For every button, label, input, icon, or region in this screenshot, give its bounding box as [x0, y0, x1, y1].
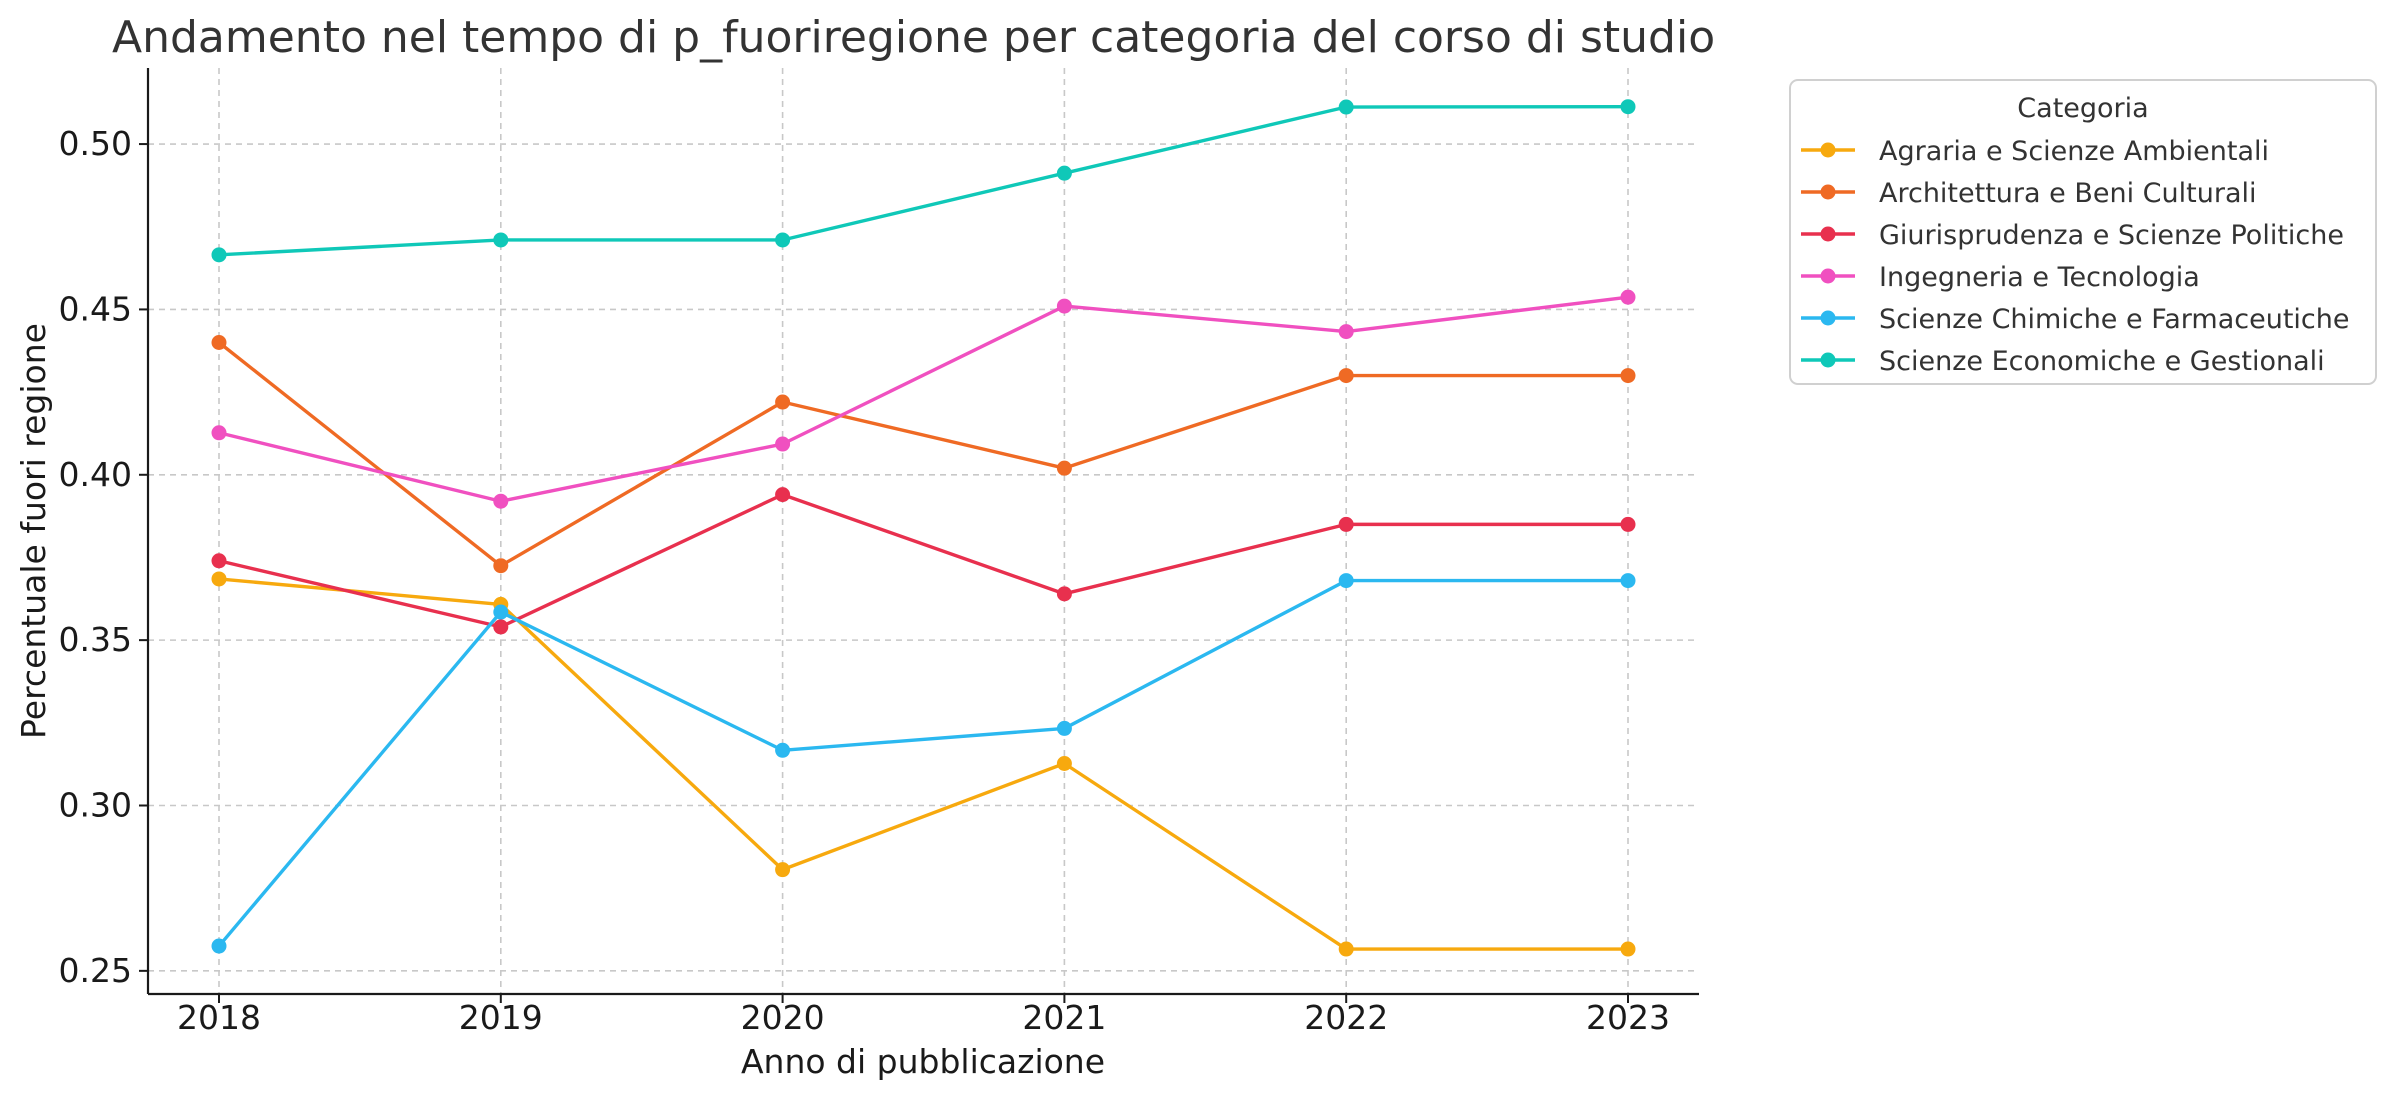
- x-tick-label: 2021: [1022, 998, 1106, 1037]
- legend-marker: [1820, 268, 1836, 284]
- x-tick-label: 2018: [177, 998, 261, 1037]
- data-point: [493, 619, 509, 635]
- legend-marker: [1820, 352, 1836, 368]
- data-point: [493, 493, 509, 509]
- series-5: [211, 99, 1636, 263]
- data-point: [211, 553, 227, 569]
- data-point: [1338, 324, 1354, 340]
- legend-label: Scienze Economiche e Gestionali: [1879, 346, 2325, 377]
- data-point: [1338, 516, 1354, 532]
- data-point: [1620, 941, 1636, 957]
- series-3: [211, 289, 1636, 509]
- legend-entry: Architettura e Beni Culturali: [1801, 178, 2257, 209]
- data-point: [1620, 289, 1636, 305]
- legend-frame: [1789, 79, 2377, 385]
- y-tick-label: 0.40: [59, 455, 132, 494]
- legend-label: Giurisprudenza e Scienze Politiche: [1879, 220, 2344, 251]
- series: [211, 99, 1636, 957]
- legend-marker: [1820, 226, 1836, 242]
- data-point: [775, 742, 791, 758]
- axes: [146, 68, 1699, 996]
- data-point: [775, 436, 791, 452]
- data-point: [1056, 755, 1072, 771]
- y-tick-label: 0.25: [59, 951, 132, 990]
- data-point: [493, 604, 509, 620]
- y-tick-label: 0.45: [59, 289, 132, 328]
- legend-entry: Scienze Economiche e Gestionali: [1801, 346, 2325, 377]
- series-1: [211, 334, 1636, 574]
- legend-entry: Ingegneria e Tecnologia: [1801, 262, 2200, 293]
- legend-entry: Giurisprudenza e Scienze Politiche: [1801, 220, 2344, 251]
- y-tick-label: 0.35: [59, 620, 132, 659]
- legend-title: Categoria: [2017, 93, 2148, 124]
- legend: Categoria Agraria e Scienze Ambientali Ar…: [1789, 79, 2377, 385]
- data-point: [1338, 573, 1354, 589]
- data-point: [1620, 516, 1636, 532]
- legend-label: Architettura e Beni Culturali: [1879, 178, 2257, 209]
- series-2: [211, 487, 1636, 635]
- data-point: [1620, 573, 1636, 589]
- data-point: [1056, 586, 1072, 602]
- data-point: [1338, 99, 1354, 115]
- data-point: [775, 232, 791, 248]
- legend-entry: Scienze Chimiche e Farmaceutiche: [1801, 304, 2349, 335]
- data-point: [211, 938, 227, 954]
- data-point: [1620, 368, 1636, 384]
- data-point: [1056, 460, 1072, 476]
- data-point: [1056, 720, 1072, 736]
- legend-marker: [1820, 184, 1836, 200]
- data-point: [493, 232, 509, 248]
- x-tick-label: 2022: [1304, 998, 1388, 1037]
- x-tick-label: 2020: [741, 998, 825, 1037]
- y-ticks: 0.25 0.30 0.35 0.40 0.45 0.50: [59, 124, 148, 990]
- data-point: [775, 394, 791, 410]
- series-line: [217, 578, 1628, 948]
- data-point: [1338, 368, 1354, 384]
- x-tick-label: 2019: [459, 998, 543, 1037]
- y-axis-label: Percentuale fuori regione: [14, 323, 53, 739]
- data-point: [211, 334, 227, 350]
- data-point: [211, 425, 227, 441]
- x-ticks: 2018 2019 2020 2021 2022 2023: [177, 994, 1670, 1037]
- data-point: [775, 862, 791, 878]
- data-point: [493, 558, 509, 574]
- data-point: [1620, 99, 1636, 115]
- legend-marker: [1820, 310, 1836, 326]
- data-point: [775, 487, 791, 503]
- series-0: [211, 571, 1636, 957]
- chart-title: Andamento nel tempo di p_fuoriregione pe…: [112, 12, 1715, 63]
- series-line: [218, 104, 1629, 257]
- legend-entry: Agraria e Scienze Ambientali: [1801, 136, 2269, 167]
- data-point: [1338, 941, 1354, 957]
- data-point: [1056, 165, 1072, 181]
- legend-marker: [1820, 142, 1836, 158]
- data-point: [1056, 298, 1072, 314]
- series-line: [218, 492, 1628, 629]
- x-tick-label: 2023: [1586, 998, 1670, 1037]
- series-4: [211, 573, 1636, 954]
- data-point: [211, 247, 227, 263]
- data-point: [211, 571, 227, 587]
- series-line: [218, 577, 1628, 951]
- y-tick-label: 0.30: [59, 785, 132, 824]
- series-line: [217, 341, 1628, 568]
- legend-label: Agraria e Scienze Ambientali: [1879, 136, 2269, 167]
- legend-label: Ingegneria e Tecnologia: [1879, 262, 2200, 293]
- x-axis-label: Anno di pubblicazione: [741, 1042, 1105, 1081]
- y-tick-label: 0.50: [59, 124, 132, 163]
- legend-label: Scienze Chimiche e Farmaceutiche: [1879, 304, 2349, 335]
- series-line: [218, 295, 1629, 503]
